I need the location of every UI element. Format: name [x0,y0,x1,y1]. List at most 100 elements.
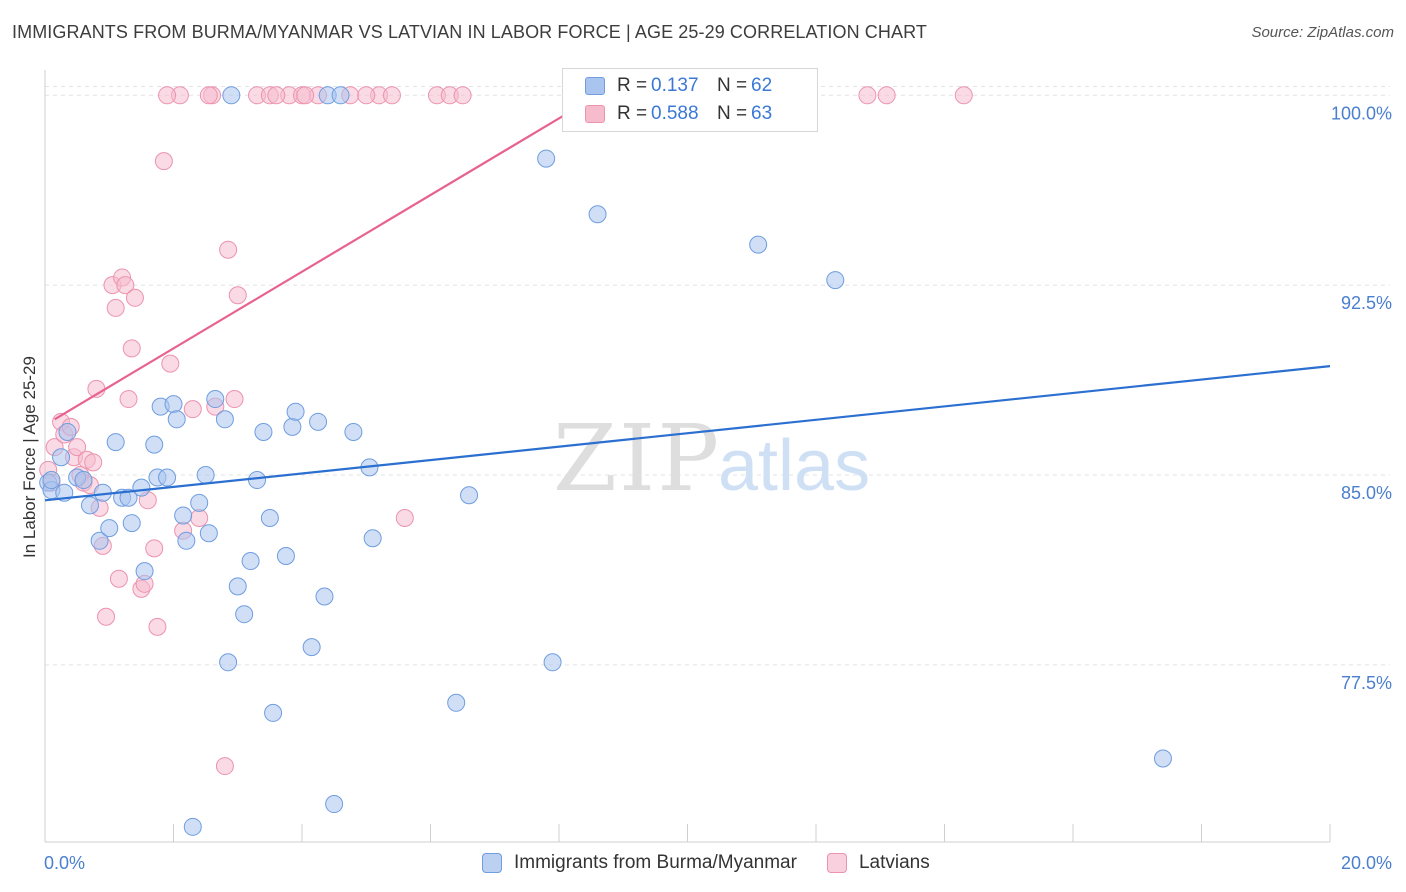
burma-point [316,588,333,605]
latvians-point [216,758,233,775]
latvians-point [123,340,140,357]
latvians-point [191,510,208,527]
burma-point [133,479,150,496]
correlation-legend: R = 0.137 N = 62 R = 0.588 N = 63 [562,68,818,132]
burma-point [284,418,301,435]
legend-r-value-latvians: 0.588 [651,103,717,125]
latvians-point [358,87,375,104]
latvians-point [159,87,176,104]
burma-point [223,87,240,104]
latvians-point [200,87,217,104]
latvians-point [878,87,895,104]
burma-point [277,547,294,564]
x-tick-label: 20.0% [1341,853,1392,873]
watermark: ZIP atlas [553,405,870,512]
burma-point [43,472,60,489]
burma-point [750,236,767,253]
latvians-legend-label: Latvians [859,852,930,874]
legend-n-value-latvians: 63 [751,103,772,125]
burma-point [538,150,555,167]
latvians-point [155,153,172,170]
burma-point [544,654,561,671]
burma-point [123,515,140,532]
burma-point [216,411,233,428]
burma-legend-swatch [482,853,502,873]
burma-point [165,396,182,413]
legend-row-latvians: R = 0.588 N = 63 [585,101,772,127]
burma-point [220,654,237,671]
burma-point [236,606,253,623]
legend-n-label: N = [717,103,751,125]
burma-point [249,472,266,489]
y-tick-label: 85.0% [1341,483,1392,503]
burma-point [136,563,153,580]
burma-point [261,510,278,527]
burma-point [159,469,176,486]
legend-n-value-burma: 62 [751,75,772,97]
latvians-point [120,391,137,408]
burma-point [461,487,478,504]
burma-point [332,87,349,104]
y-tick-label: 77.5% [1341,673,1392,693]
burma-point [242,553,259,570]
legend-r-label: R = [617,103,651,125]
burma-point [255,423,272,440]
burma-point [75,472,92,489]
burma-point [107,434,124,451]
latvians-point [162,355,179,372]
burma-swatch [585,77,605,95]
latvians-point [297,87,314,104]
burma-point [168,411,185,428]
burma-point [364,530,381,547]
x-tick-label: 0.0% [44,853,85,873]
burma-point [303,639,320,656]
burma-point [287,403,304,420]
scatter-plot: ZIP atlas 77.5% 85.0% 92.5% 100.0% 0.0% 20.0… [0,0,1406,892]
legend-r-value-burma: 0.137 [651,75,717,97]
burma-point [81,497,98,514]
burma-point [1154,750,1171,767]
burma-point [229,578,246,595]
latvians-point [383,87,400,104]
legend-n-label: N = [717,75,751,97]
series-legend-item-latvians[interactable]: Latvians [827,852,930,874]
latvians-swatch [585,105,605,123]
burma-legend-label: Immigrants from Burma/Myanmar [514,852,797,874]
burma-point [146,436,163,453]
latvians-point [268,87,285,104]
burma-point [345,423,362,440]
latvians-point [98,608,115,625]
burma-point [827,272,844,289]
burma-point [101,520,118,537]
latvians-point [149,618,166,635]
burma-point [310,413,327,430]
latvians-point [229,287,246,304]
latvians-point [85,454,102,471]
latvians-point [146,540,163,557]
latvians-trend-line [55,88,611,420]
latvians-point [220,241,237,258]
latvians-point [184,401,201,418]
watermark-atlas: atlas [718,426,870,506]
burma-point [200,525,217,542]
y-tick-label: 100.0% [1331,103,1392,123]
series-legend-item-burma[interactable]: Immigrants from Burma/Myanmar [482,852,797,874]
latvians-point [454,87,471,104]
latvians-point [107,299,124,316]
gridlines [45,86,1390,664]
y-tick-label: 92.5% [1341,293,1392,313]
y-axis-title: In Labor Force | Age 25-29 [20,356,39,558]
burma-point [589,206,606,223]
burma-point [448,694,465,711]
latvians-point [226,391,243,408]
burma-point [197,466,214,483]
burma-point [59,423,76,440]
y-tick-labels: 77.5% 85.0% 92.5% 100.0% [1331,103,1392,693]
burma-point [53,449,70,466]
burma-point [265,704,282,721]
burma-point [207,391,224,408]
latvians-legend-swatch [827,853,847,873]
burma-point [191,494,208,511]
latvians-point [396,510,413,527]
burma-point [175,507,192,524]
